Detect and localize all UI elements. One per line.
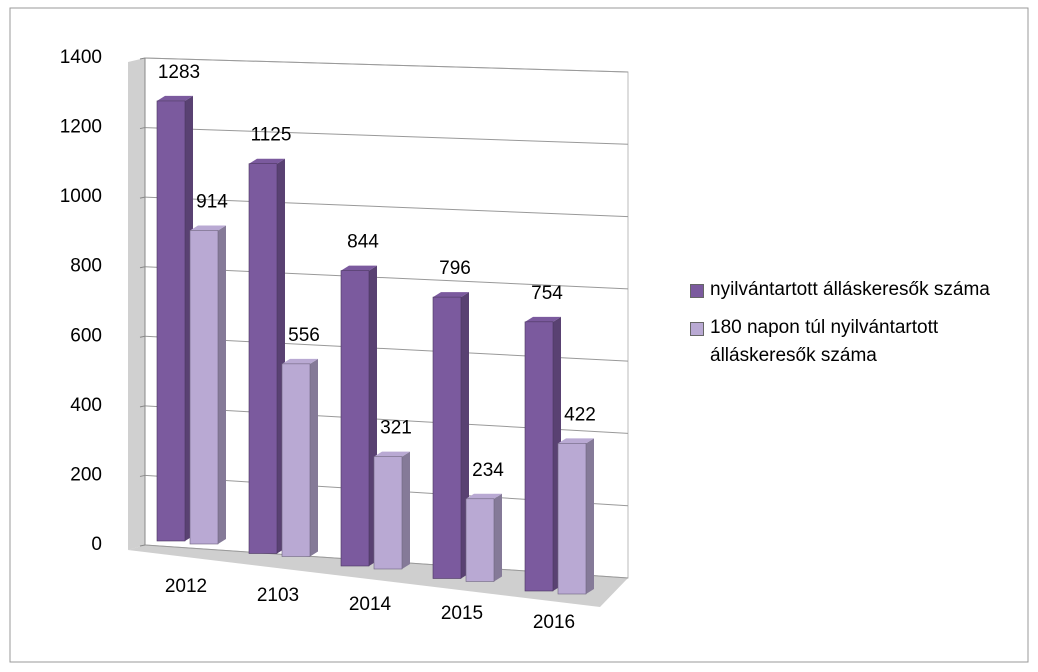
tick-mark: [139, 127, 146, 130]
legend: nyilvántartott álláskeresők száma 180 nap…: [690, 276, 1020, 380]
y-tick-label: 200: [70, 464, 102, 485]
legend-label: nyilvántartott álláskeresők száma: [710, 279, 990, 300]
grid-line: [144, 127, 629, 145]
tick-mark: [139, 335, 146, 338]
bar-top: [466, 493, 502, 499]
bar: [189, 230, 219, 545]
tick-mark: [139, 544, 146, 547]
data-label: 556: [288, 325, 320, 346]
bar-top: [374, 451, 410, 457]
bar-top: [190, 225, 226, 231]
legend-swatch: [690, 322, 704, 336]
x-tick-label: 2014: [349, 594, 392, 615]
y-tick-label: 1400: [60, 47, 102, 68]
y-tick-label: 800: [70, 256, 102, 277]
bar: [432, 296, 462, 579]
tick-mark: [139, 57, 146, 60]
bar-top: [525, 316, 561, 322]
data-label: 321: [380, 418, 412, 439]
bar-top: [157, 95, 193, 101]
bar-side: [494, 493, 502, 582]
data-label: 914: [196, 192, 228, 213]
bar-top: [433, 292, 469, 298]
y-tick-label: 1200: [60, 117, 102, 138]
x-tick-label: 2103: [257, 585, 299, 606]
bar-side: [402, 451, 410, 569]
x-tick-label: 2016: [533, 612, 575, 633]
legend-entry: nyilvántartott álláskeresők száma: [690, 276, 1020, 304]
y-tick-label: 600: [70, 325, 102, 346]
data-label: 1125: [251, 125, 292, 146]
floor: [128, 545, 628, 607]
bar: [465, 498, 495, 582]
grid-line: [144, 57, 629, 73]
tick-mark: [139, 266, 146, 269]
side-wall: [128, 58, 145, 550]
data-label: 754: [531, 283, 563, 304]
x-tick-label: 2015: [441, 603, 483, 624]
data-label: 422: [564, 404, 596, 425]
tick-mark: [139, 474, 146, 477]
legend-swatch: [690, 284, 704, 298]
data-label: 844: [347, 232, 379, 253]
grid-line: [144, 196, 629, 218]
bar-side: [218, 225, 226, 545]
bar-top: [341, 265, 377, 271]
bar-top: [249, 158, 285, 164]
bar-side: [310, 358, 318, 557]
bar: [373, 456, 403, 570]
x-tick-label: 2012: [165, 576, 207, 597]
y-tick-label: 400: [70, 395, 102, 416]
bar-top: [282, 358, 318, 364]
data-label: 796: [439, 258, 471, 279]
bar: [340, 270, 370, 567]
y-tick-label: 1000: [60, 186, 102, 207]
bar: [248, 163, 278, 554]
tick-mark: [139, 405, 146, 408]
y-tick-label: 0: [91, 534, 102, 555]
data-label: 234: [472, 460, 504, 481]
bar: [557, 443, 587, 595]
bar: [524, 321, 554, 592]
bar-top: [558, 438, 594, 444]
bar-side: [586, 438, 594, 594]
tick-mark: [139, 196, 146, 199]
bar: [156, 100, 186, 542]
data-label: 1283: [158, 62, 200, 83]
legend-label: 180 napon túl nyilvántartott álláskereső…: [710, 317, 939, 366]
legend-entry: 180 napon túl nyilvántartott álláskereső…: [690, 314, 1020, 370]
bar: [281, 363, 311, 557]
